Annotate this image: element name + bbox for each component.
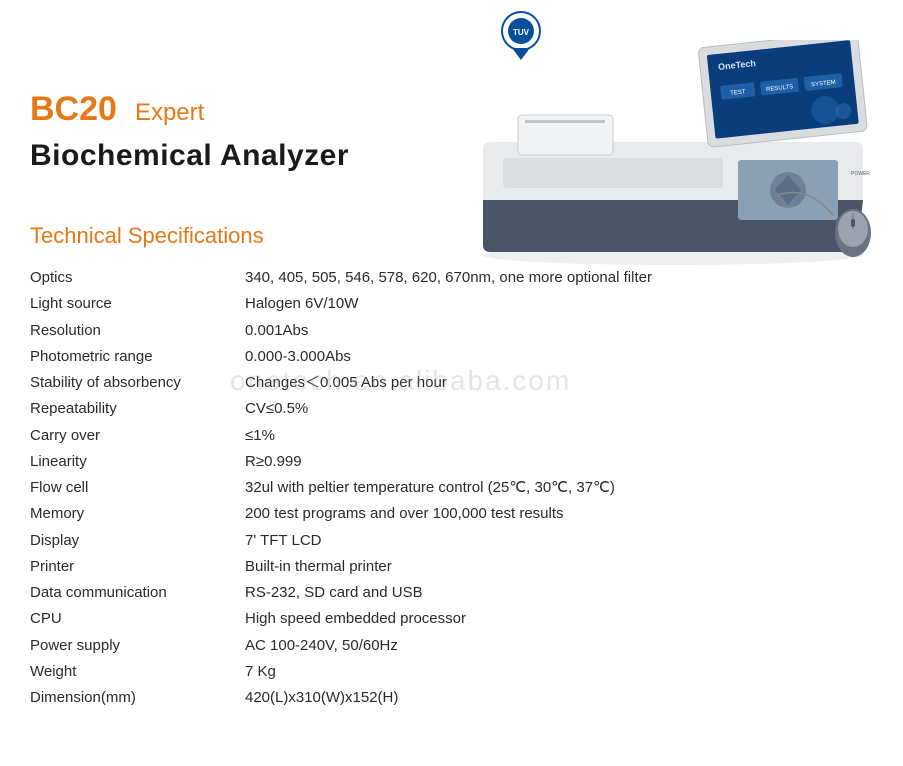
- spec-row: RepeatabilityCV≤0.5%: [30, 396, 873, 422]
- spec-label: Weight: [30, 659, 245, 685]
- svg-text:POWER: POWER: [851, 171, 870, 177]
- spec-label: Photometric range: [30, 344, 245, 370]
- spec-value: 0.001Abs: [245, 318, 873, 344]
- spec-label: Resolution: [30, 318, 245, 344]
- model-code: BC20: [30, 90, 117, 129]
- spec-label: Power supply: [30, 633, 245, 659]
- spec-value: RS-232, SD card and USB: [245, 580, 873, 606]
- spec-label: Dimension(mm): [30, 685, 245, 711]
- spec-label: Flow cell: [30, 475, 245, 501]
- spec-value: 7 Kg: [245, 659, 873, 685]
- spec-value: 200 test programs and over 100,000 test …: [245, 501, 873, 527]
- spec-row: Flow cell32ul with peltier temperature c…: [30, 475, 873, 501]
- spec-label: CPU: [30, 606, 245, 632]
- spec-value: Changes＜0.005 Abs per hour: [245, 370, 873, 396]
- spec-row: Display7' TFT LCD: [30, 528, 873, 554]
- spec-label: Printer: [30, 554, 245, 580]
- spec-row: Stability of absorbencyChanges＜0.005 Abs…: [30, 370, 873, 396]
- spec-row: LinearityR≥0.999: [30, 449, 873, 475]
- spec-row: Weight7 Kg: [30, 659, 873, 685]
- spec-value: R≥0.999: [245, 449, 873, 475]
- spec-value: CV≤0.5%: [245, 396, 873, 422]
- spec-row: Power supplyAC 100-240V, 50/60Hz: [30, 633, 873, 659]
- spec-label: Carry over: [30, 423, 245, 449]
- spec-row: Data communicationRS-232, SD card and US…: [30, 580, 873, 606]
- spec-value: ≤1%: [245, 423, 873, 449]
- spec-label: Data communication: [30, 580, 245, 606]
- spec-value: Built-in thermal printer: [245, 554, 873, 580]
- product-image: OneTech TEST RESULTS SYSTEM POWER: [463, 40, 883, 270]
- spec-label: Linearity: [30, 449, 245, 475]
- spec-label: Repeatability: [30, 396, 245, 422]
- spec-row: Resolution0.001Abs: [30, 318, 873, 344]
- spec-row: Light sourceHalogen 6V/10W: [30, 291, 873, 317]
- spec-value: High speed embedded processor: [245, 606, 873, 632]
- spec-row: Carry over≤1%: [30, 423, 873, 449]
- spec-row: Dimension(mm)420(L)x310(W)x152(H): [30, 685, 873, 711]
- spec-value: Halogen 6V/10W: [245, 291, 873, 317]
- spec-row: Photometric range0.000-3.000Abs: [30, 344, 873, 370]
- model-variant: Expert: [135, 99, 204, 127]
- spec-value: 0.000-3.000Abs: [245, 344, 873, 370]
- spec-label: Light source: [30, 291, 245, 317]
- spec-row: CPUHigh speed embedded processor: [30, 606, 873, 632]
- spec-row: Memory200 test programs and over 100,000…: [30, 501, 873, 527]
- spec-table: Optics340, 405, 505, 546, 578, 620, 670n…: [30, 265, 873, 711]
- spec-row: PrinterBuilt-in thermal printer: [30, 554, 873, 580]
- spec-label: Memory: [30, 501, 245, 527]
- spec-label: Display: [30, 528, 245, 554]
- spec-value: AC 100-240V, 50/60Hz: [245, 633, 873, 659]
- spec-value: 32ul with peltier temperature control (2…: [245, 475, 873, 501]
- svg-text:TUV: TUV: [513, 28, 530, 37]
- spec-value: 7' TFT LCD: [245, 528, 873, 554]
- spec-label: Stability of absorbency: [30, 370, 245, 396]
- spec-label: Optics: [30, 265, 245, 291]
- spec-value: 420(L)x310(W)x152(H): [245, 685, 873, 711]
